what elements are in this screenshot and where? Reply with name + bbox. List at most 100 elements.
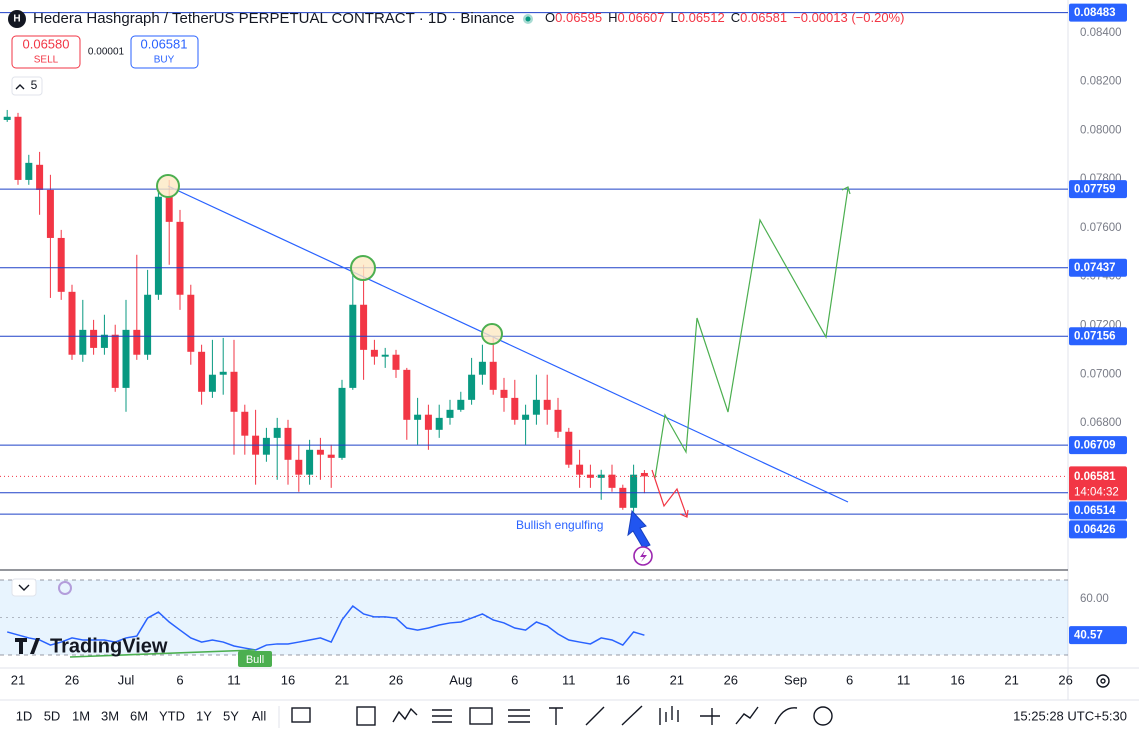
candle-body [262,437,270,455]
candle-body [273,427,281,438]
candle-body [424,414,432,430]
candle-body [154,196,162,295]
level-label-box [1069,3,1127,22]
level-label: 0.07759 [1074,184,1116,196]
ohlc-value: 0.06607 [618,10,665,25]
touch-circle [156,174,180,198]
candle-body [446,409,454,418]
tool-icon[interactable] [549,707,563,725]
tool-icon[interactable] [774,707,798,725]
candle-body [79,329,87,355]
candle-body [619,487,627,508]
tool-icon[interactable] [659,706,679,725]
ohlc-key: L [671,10,678,25]
market-status-dot [525,16,531,22]
candle-body [478,361,486,375]
tool-icon[interactable] [621,705,643,726]
buy-label: BUY [154,55,175,66]
range-buttons: 1D 5D 1M 3M 6M YTD 1Y 5Y All [16,708,267,723]
drawing-tools [291,705,833,726]
candle-body [414,414,422,420]
range-button[interactable]: 5Y [223,708,239,723]
time-tick-label: 6 [176,672,183,687]
range-button[interactable]: 1D [16,708,33,723]
symbol-icon [8,10,26,28]
candle-body [327,454,335,458]
candle-body [640,472,648,477]
sell-label: SELL [34,55,59,66]
candle-body [57,237,65,292]
ohlc-value: 0.06512 [678,10,725,25]
tool-icon[interactable] [392,707,418,723]
sell-price: 0.06580 [23,36,70,51]
tool-icon[interactable] [432,709,452,723]
candle-body [370,349,378,357]
level-label-box [1069,436,1127,455]
level-label: 0.07437 [1074,262,1116,274]
settings-icon[interactable] [1096,674,1110,688]
level-label-box [1069,327,1127,346]
range-button[interactable]: YTD [159,708,185,723]
range-button[interactable]: 1M [72,708,90,723]
symbol-title[interactable]: Hedera Hashgraph / TetherUS PERPETUAL CO… [33,10,515,27]
tool-icon[interactable] [585,706,605,726]
time-tick-label: 21 [1004,672,1018,687]
divergence-badge [238,651,272,667]
price-tick-label: 0.08400 [1080,27,1122,39]
indicators-toggle[interactable] [11,76,43,96]
candle-body [100,334,108,348]
tool-icon[interactable] [356,706,376,726]
candle-body [403,369,411,420]
toolbar-background [0,700,1139,734]
candle-body [349,304,357,388]
logo: TradingView [15,635,168,657]
last-price-label: 0.06581 [1074,471,1116,483]
level-label: 0.06514 [1074,505,1116,517]
spread: 0.00001 [88,47,125,58]
collapse-button[interactable] [11,578,37,597]
logo-mark [15,638,40,654]
rsi-value-box [1069,626,1127,645]
buy-button[interactable] [130,35,199,69]
time-tick-label: 26 [65,672,79,687]
price-tick-label: 0.07000 [1080,368,1122,380]
tool-icon[interactable] [291,707,311,723]
range-button[interactable]: 3M [101,708,119,723]
candle-body [208,374,216,392]
panes [0,0,1139,700]
candle-body [489,361,497,390]
tool-icon[interactable] [469,707,493,725]
candle-body [111,334,119,388]
candle-body [219,371,227,375]
time-tick-label: 16 [281,672,295,687]
signal-arrow [627,509,651,549]
level-label-box [1069,258,1127,277]
level-label: 0.06426 [1074,524,1116,536]
tool-icon[interactable] [735,706,759,725]
indicator-loading [58,581,72,595]
range-button[interactable]: 1Y [196,708,212,723]
sell-button[interactable] [11,35,81,69]
time-tick-label: 11 [562,672,576,687]
candle-body [543,399,551,410]
range-button[interactable]: All [252,708,267,723]
level-label: 0.08483 [1074,7,1116,19]
time-tick-label: 26 [724,672,738,687]
trend-line [167,185,849,503]
rsi-value-label: 40.57 [1074,630,1103,642]
candle-body [198,351,206,392]
range-button[interactable]: 6M [130,708,148,723]
candle-body [630,474,638,508]
time-tick-label: 21 [670,672,684,687]
candle-body [230,371,238,412]
candle-body [295,459,303,475]
candle-body [3,116,11,120]
tool-icon[interactable] [813,706,833,726]
countdown: 14:04:32 [1074,486,1119,498]
tool-icon[interactable] [508,709,530,723]
tool-icon[interactable] [700,708,720,725]
range-button[interactable]: 5D [44,708,61,723]
rsi-tick-label: 60.00 [1080,593,1109,605]
